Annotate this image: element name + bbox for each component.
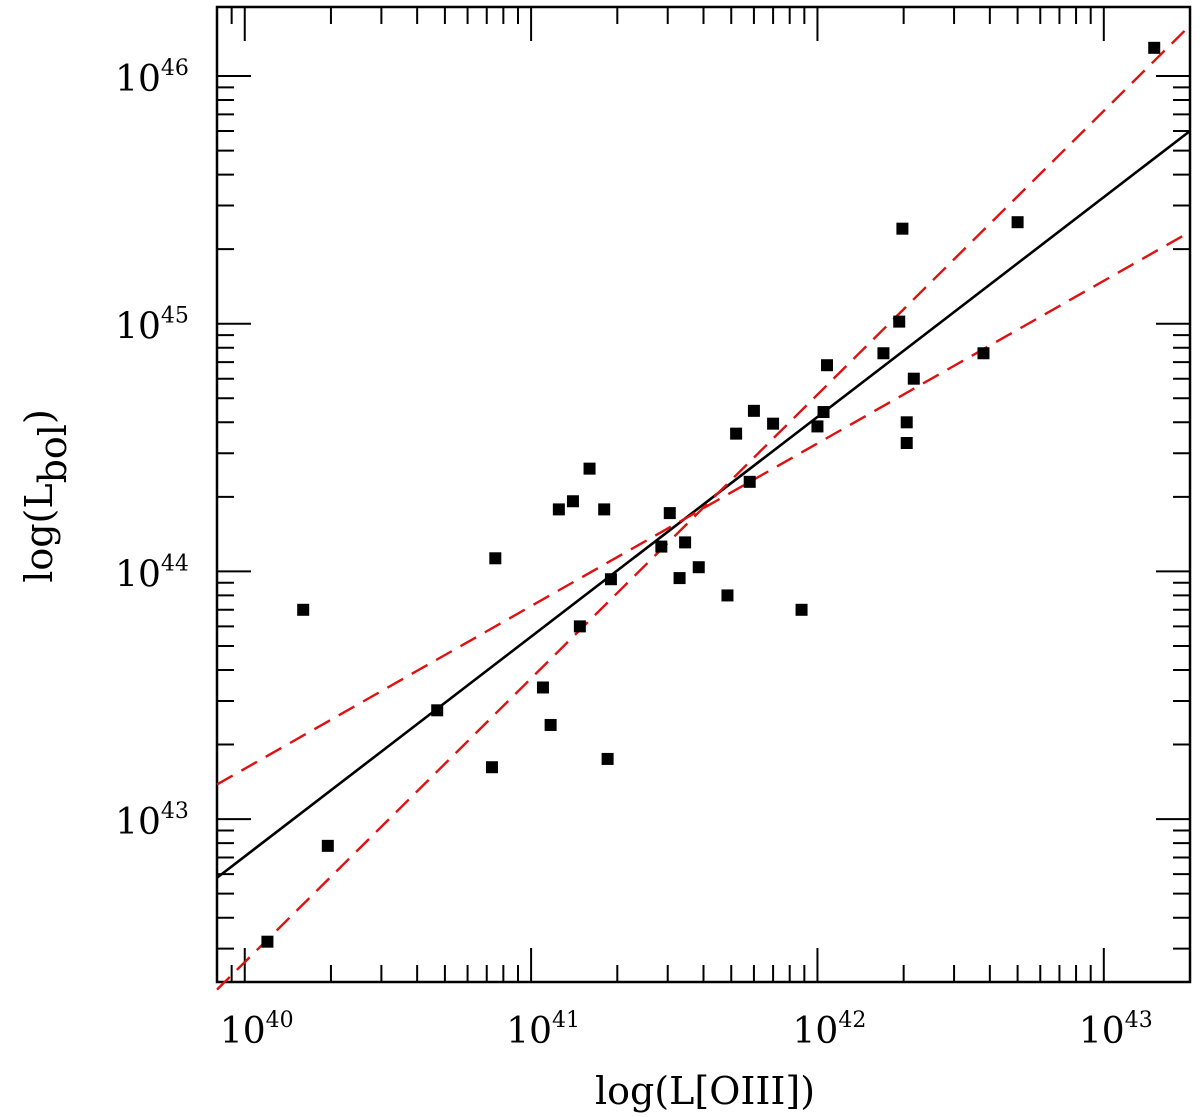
x-tick-label: 1043 [1079,1008,1153,1052]
y-tick-label: 1044 [115,551,189,595]
data-point [655,540,668,553]
data-points [261,41,1161,948]
y-axis-label: log(Lbol) [17,409,75,583]
x-tick-label-exponent: 41 [552,1008,580,1033]
plot-border [215,5,1192,984]
data-point [893,315,906,328]
y-tick-label-base: 10 [115,802,161,843]
y-tick-label-exponent: 44 [161,551,189,576]
data-point [811,420,824,433]
y-tick-label: 1045 [115,304,189,348]
y-axis-label-suffix: ) [17,409,61,424]
data-point [431,704,444,717]
data-point [544,718,557,731]
data-point [566,495,579,508]
x-tick-label: 1041 [506,1008,580,1052]
y-tick-label: 1046 [115,56,189,100]
data-point [583,462,596,475]
data-point [747,404,760,417]
x-tick-label-exponent: 42 [838,1008,866,1033]
data-point [900,416,913,429]
data-point [767,417,780,430]
plot-frame [215,5,1192,984]
x-tick-label-base: 10 [506,1011,552,1052]
y-tick-label-exponent: 45 [161,304,189,329]
y-tick-label-base: 10 [115,554,161,595]
fit-line-dashed-1 [216,24,1191,991]
data-point [552,503,565,516]
y-tick-label-exponent: 46 [161,56,189,81]
fit-line-dashed-2 [216,230,1191,786]
data-point [679,536,692,549]
data-point [821,359,834,372]
x-tick-label-exponent: 40 [266,1008,294,1033]
x-tick-label: 1040 [220,1008,294,1052]
data-point [485,761,498,774]
data-point [536,681,549,694]
data-point [900,436,913,449]
data-point [261,935,274,948]
y-axis-label-prefix: log(L [17,483,61,582]
data-point [721,589,734,602]
data-point [598,503,611,516]
data-point [692,561,705,574]
data-point [795,603,808,616]
axis-ticks [216,7,1191,982]
x-tick-label-base: 10 [220,1011,266,1052]
y-tick-label-base: 10 [115,59,161,100]
data-point [489,552,502,565]
x-axis-label: log(L[OIII]) [595,1069,815,1113]
data-point [601,752,614,765]
y-axis-label-subscript: bol [31,424,75,483]
data-point [573,620,586,633]
x-tick-label: 1042 [793,1008,867,1052]
x-tick-label-exponent: 43 [1125,1008,1153,1033]
data-point [663,507,676,520]
data-point [604,573,617,586]
data-point [907,372,920,385]
y-tick-label-exponent: 43 [161,799,189,824]
data-point [1011,216,1024,229]
data-point [743,475,756,488]
fit-line-solid [216,129,1191,879]
data-point [817,406,830,419]
data-point [896,222,909,235]
fit-lines [216,24,1191,991]
data-point [673,572,686,585]
data-point [321,839,334,852]
y-tick-label-base: 10 [115,307,161,348]
data-point [730,427,743,440]
data-point [877,347,890,360]
y-tick-label: 1043 [115,799,189,843]
x-tick-label-base: 10 [793,1011,839,1052]
data-point [297,603,310,616]
data-point [977,347,990,360]
x-tick-label-base: 10 [1079,1011,1125,1052]
data-point [1148,41,1161,54]
